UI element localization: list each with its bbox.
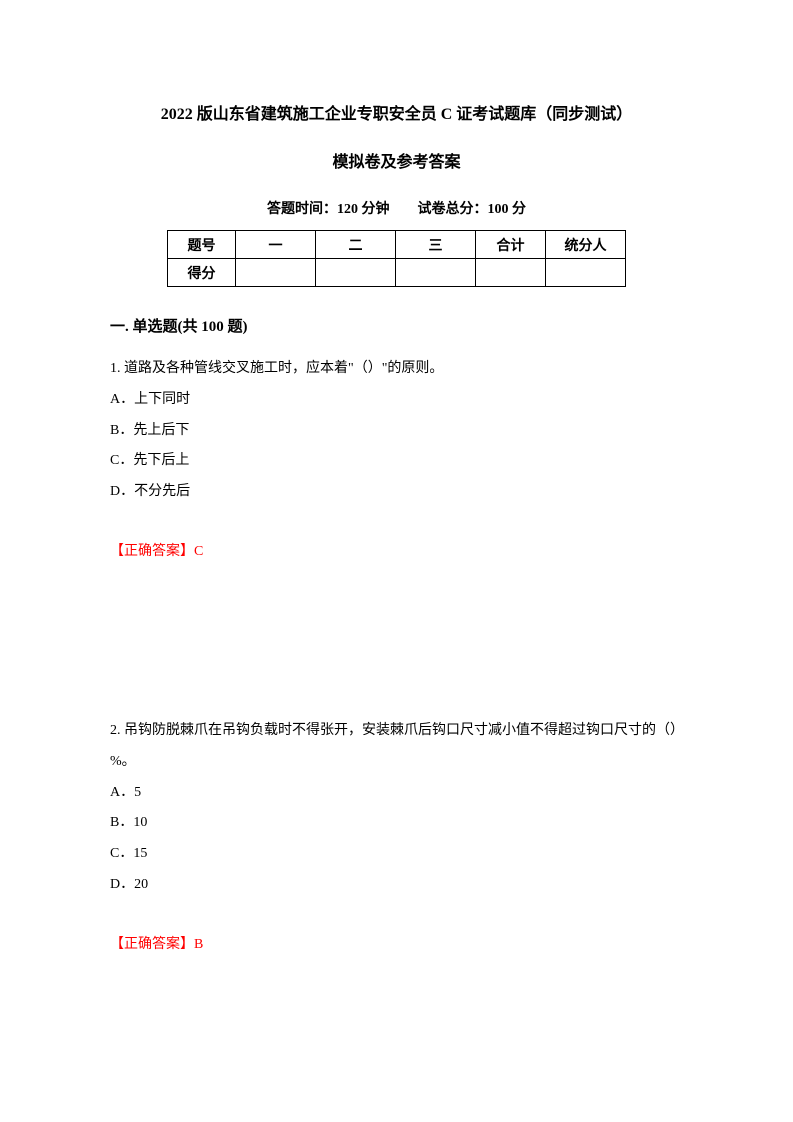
option: A．5 — [110, 778, 683, 809]
option: B．10 — [110, 808, 683, 839]
option: D．20 — [110, 870, 683, 901]
table-cell: 三 — [396, 231, 476, 259]
page-title-line2: 模拟卷及参考答案 — [110, 148, 683, 172]
question-block: 1. 道路及各种管线交叉施工时，应本着"（）"的原则。 A．上下同时 B．先上后… — [110, 354, 683, 566]
answer-text: 【正确答案】B — [110, 931, 683, 959]
table-row: 得分 — [168, 259, 626, 287]
table-cell: 合计 — [476, 231, 546, 259]
option: A．上下同时 — [110, 385, 683, 416]
option: C．先下后上 — [110, 446, 683, 477]
table-cell — [236, 259, 316, 287]
table-cell: 统分人 — [546, 231, 626, 259]
table-cell — [396, 259, 476, 287]
section-heading: 一. 单选题(共 100 题) — [110, 315, 683, 336]
question-text: 1. 道路及各种管线交叉施工时，应本着"（）"的原则。 — [110, 354, 683, 385]
option: C．15 — [110, 839, 683, 870]
answer-text: 【正确答案】C — [110, 538, 683, 566]
option: B．先上后下 — [110, 416, 683, 447]
table-cell — [546, 259, 626, 287]
score-table: 题号 一 二 三 合计 统分人 得分 — [167, 230, 626, 287]
option: D．不分先后 — [110, 477, 683, 508]
spacer — [110, 626, 683, 716]
exam-info: 答题时间：120 分钟 试卷总分：100 分 — [110, 198, 683, 218]
table-cell — [316, 259, 396, 287]
table-cell: 得分 — [168, 259, 236, 287]
table-cell: 二 — [316, 231, 396, 259]
table-cell — [476, 259, 546, 287]
page-title-line1: 2022 版山东省建筑施工企业专职安全员 C 证考试题库（同步测试） — [110, 100, 683, 124]
question-text: 2. 吊钩防脱棘爪在吊钩负载时不得张开，安装棘爪后钩口尺寸减小值不得超过钩口尺寸… — [110, 716, 683, 778]
question-block: 2. 吊钩防脱棘爪在吊钩负载时不得张开，安装棘爪后钩口尺寸减小值不得超过钩口尺寸… — [110, 716, 683, 959]
table-cell: 一 — [236, 231, 316, 259]
table-row: 题号 一 二 三 合计 统分人 — [168, 231, 626, 259]
table-cell: 题号 — [168, 231, 236, 259]
